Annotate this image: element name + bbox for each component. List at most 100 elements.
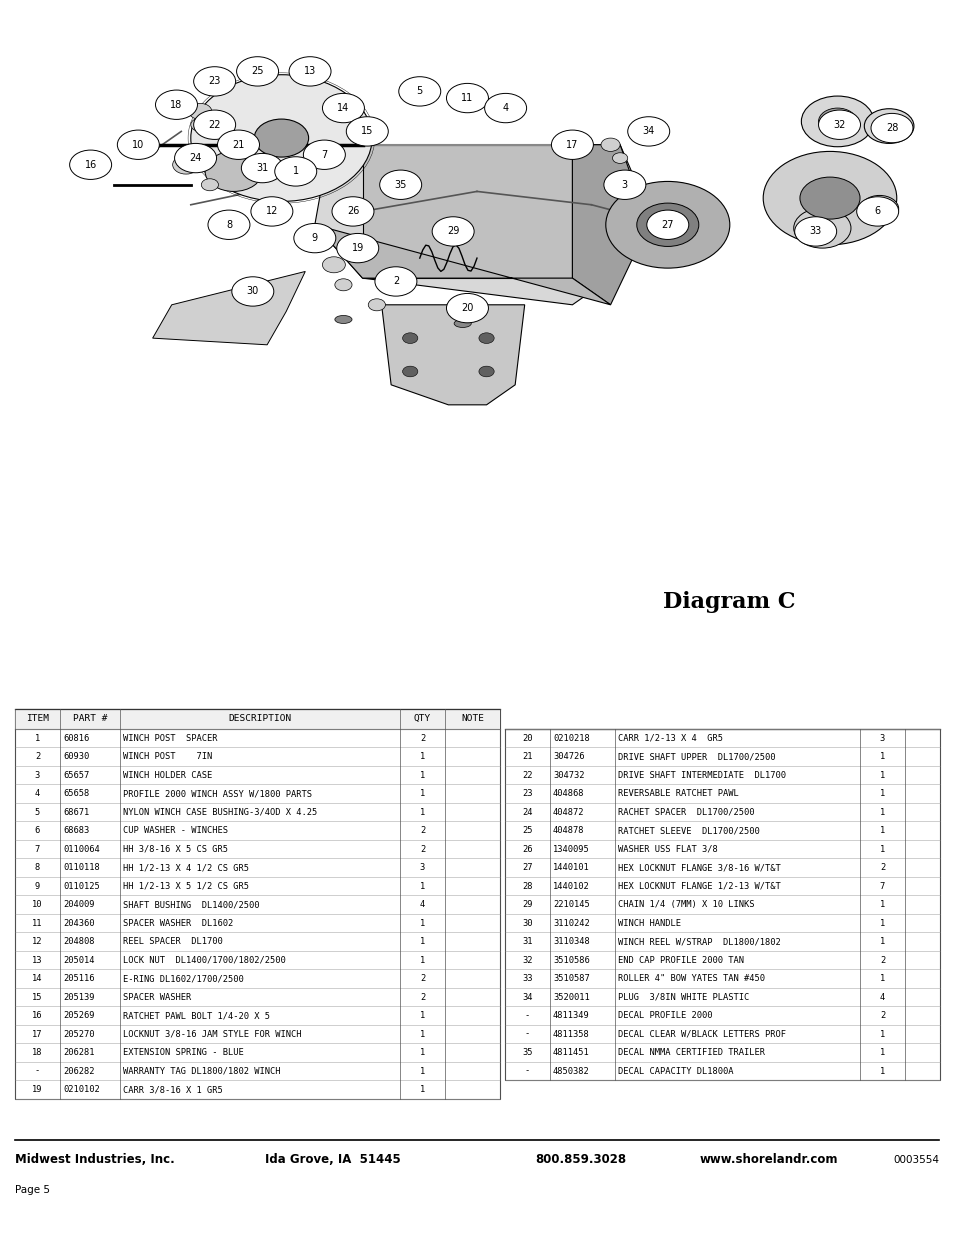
Text: 12: 12 <box>32 937 43 946</box>
Circle shape <box>612 153 627 163</box>
Text: 205139: 205139 <box>63 993 94 1002</box>
Circle shape <box>70 151 112 179</box>
Text: 2: 2 <box>419 993 425 1002</box>
Text: 26: 26 <box>521 845 532 853</box>
Circle shape <box>863 109 913 143</box>
Circle shape <box>379 170 421 199</box>
Circle shape <box>793 209 850 248</box>
Circle shape <box>446 84 488 112</box>
Circle shape <box>368 299 385 311</box>
Circle shape <box>303 140 345 169</box>
Text: 3510586: 3510586 <box>553 956 589 965</box>
Text: WINCH REEL W/STRAP  DL1800/1802: WINCH REEL W/STRAP DL1800/1802 <box>618 937 780 946</box>
Text: 1: 1 <box>419 882 425 890</box>
Text: -: - <box>35 1067 40 1076</box>
Text: 20: 20 <box>461 303 473 314</box>
Text: SHAFT BUSHING  DL1400/2500: SHAFT BUSHING DL1400/2500 <box>123 900 259 909</box>
Text: -: - <box>524 1030 530 1039</box>
Bar <box>15 709 499 1099</box>
Text: 2: 2 <box>879 1011 884 1020</box>
Text: REEL SPACER  DL1700: REEL SPACER DL1700 <box>123 937 222 946</box>
Circle shape <box>870 114 912 143</box>
Text: 33: 33 <box>521 974 532 983</box>
Circle shape <box>205 152 262 191</box>
Text: 5: 5 <box>35 808 40 816</box>
Text: 1: 1 <box>879 974 884 983</box>
Circle shape <box>174 143 216 173</box>
Text: 1: 1 <box>879 826 884 835</box>
Text: 28: 28 <box>885 124 897 133</box>
Text: -: - <box>524 1011 530 1020</box>
Circle shape <box>191 119 210 131</box>
Text: 2: 2 <box>419 845 425 853</box>
Text: 11: 11 <box>461 93 473 103</box>
Bar <box>504 729 939 1081</box>
Text: 3110348: 3110348 <box>553 937 589 946</box>
Text: 1340095: 1340095 <box>553 845 589 853</box>
Text: SPACER WASHER  DL1602: SPACER WASHER DL1602 <box>123 919 233 927</box>
Text: 4811451: 4811451 <box>553 1049 589 1057</box>
Text: 8: 8 <box>226 220 232 230</box>
Circle shape <box>478 366 494 377</box>
Text: 31: 31 <box>521 937 532 946</box>
Text: 21: 21 <box>233 140 244 149</box>
Ellipse shape <box>454 320 471 327</box>
Text: 206282: 206282 <box>63 1067 94 1076</box>
Polygon shape <box>152 272 305 345</box>
Circle shape <box>332 196 374 226</box>
Text: 3: 3 <box>879 734 884 742</box>
Text: 1: 1 <box>879 752 884 761</box>
Text: CHAIN 1/4 (7MM) X 10 LINKS: CHAIN 1/4 (7MM) X 10 LINKS <box>618 900 754 909</box>
Text: 1: 1 <box>879 937 884 946</box>
Text: 2: 2 <box>419 826 425 835</box>
Text: 68671: 68671 <box>63 808 90 816</box>
Text: DRIVE SHAFT INTERMEDIATE  DL1700: DRIVE SHAFT INTERMEDIATE DL1700 <box>618 771 785 779</box>
Text: 29: 29 <box>521 900 532 909</box>
Text: 14: 14 <box>32 974 43 983</box>
Circle shape <box>322 94 364 122</box>
Text: 7: 7 <box>321 149 327 159</box>
Circle shape <box>856 196 898 226</box>
Text: NYLON WINCH CASE BUSHING-3/4OD X 4.25: NYLON WINCH CASE BUSHING-3/4OD X 4.25 <box>123 808 317 816</box>
Circle shape <box>801 96 873 147</box>
Circle shape <box>551 130 593 159</box>
Circle shape <box>627 117 669 146</box>
Text: www.shorelandr.com: www.shorelandr.com <box>700 1153 838 1166</box>
Text: 31: 31 <box>256 163 268 173</box>
Text: 2: 2 <box>393 277 398 287</box>
Text: 4850382: 4850382 <box>553 1067 589 1076</box>
Text: 0003554: 0003554 <box>892 1155 938 1165</box>
Text: WINCH POST  SPACER: WINCH POST SPACER <box>123 734 217 742</box>
Text: 4811349: 4811349 <box>553 1011 589 1020</box>
Text: 1440102: 1440102 <box>553 882 589 890</box>
Text: 15: 15 <box>361 126 373 136</box>
Circle shape <box>402 332 417 343</box>
Text: 1: 1 <box>419 1011 425 1020</box>
Text: 8: 8 <box>35 863 40 872</box>
Text: PART #: PART # <box>72 714 107 724</box>
Text: ITEM: ITEM <box>26 714 49 724</box>
Text: 4: 4 <box>419 900 425 909</box>
Text: HH 1/2-13 X 5 1/2 CS GR5: HH 1/2-13 X 5 1/2 CS GR5 <box>123 882 249 890</box>
Text: 11: 11 <box>32 919 43 927</box>
Text: WINCH HANDLE: WINCH HANDLE <box>618 919 680 927</box>
Text: 3: 3 <box>419 863 425 872</box>
Text: 1: 1 <box>879 919 884 927</box>
Circle shape <box>432 217 474 246</box>
Text: 33: 33 <box>809 226 821 236</box>
Text: Page 5: Page 5 <box>15 1184 50 1195</box>
Text: 3: 3 <box>621 180 627 190</box>
Text: 16: 16 <box>85 159 96 169</box>
Text: 0210218: 0210218 <box>553 734 589 742</box>
Text: WARRANTY TAG DL1800/1802 WINCH: WARRANTY TAG DL1800/1802 WINCH <box>123 1067 280 1076</box>
Text: 205014: 205014 <box>63 956 94 965</box>
Circle shape <box>232 277 274 306</box>
Text: PLUG  3/8IN WHITE PLASTIC: PLUG 3/8IN WHITE PLASTIC <box>618 993 748 1002</box>
Text: LOCKNUT 3/8-16 JAM STYLE FOR WINCH: LOCKNUT 3/8-16 JAM STYLE FOR WINCH <box>123 1030 301 1039</box>
Text: 28: 28 <box>521 882 532 890</box>
Text: 24: 24 <box>521 808 532 816</box>
Text: RATCHET PAWL BOLT 1/4-20 X 5: RATCHET PAWL BOLT 1/4-20 X 5 <box>123 1011 270 1020</box>
Text: 204009: 204009 <box>63 900 94 909</box>
Text: 2210145: 2210145 <box>553 900 589 909</box>
Text: 0110064: 0110064 <box>63 845 100 853</box>
